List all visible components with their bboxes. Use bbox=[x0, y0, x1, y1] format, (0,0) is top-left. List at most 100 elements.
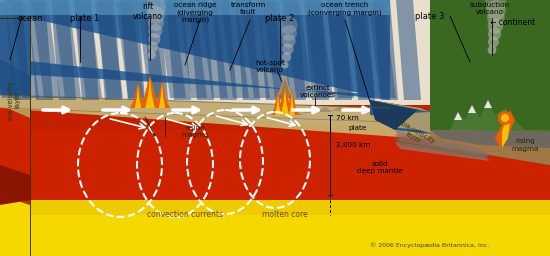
Polygon shape bbox=[0, 2, 18, 98]
Polygon shape bbox=[350, 0, 375, 100]
Polygon shape bbox=[0, 58, 30, 108]
Polygon shape bbox=[275, 92, 281, 115]
Polygon shape bbox=[430, 0, 550, 165]
Polygon shape bbox=[281, 0, 306, 100]
Text: ocean ridge
(diverging
margin): ocean ridge (diverging margin) bbox=[174, 2, 216, 23]
Polygon shape bbox=[154, 80, 170, 108]
Circle shape bbox=[282, 43, 294, 55]
Polygon shape bbox=[0, 105, 550, 200]
Text: rising
magma: rising magma bbox=[182, 125, 208, 138]
Polygon shape bbox=[317, 107, 333, 112]
Polygon shape bbox=[74, 2, 102, 98]
Circle shape bbox=[488, 27, 501, 41]
Circle shape bbox=[501, 114, 509, 122]
Polygon shape bbox=[373, 0, 398, 100]
Polygon shape bbox=[179, 2, 207, 98]
Polygon shape bbox=[0, 165, 550, 200]
Polygon shape bbox=[120, 0, 145, 100]
Polygon shape bbox=[495, 110, 515, 148]
Polygon shape bbox=[502, 118, 510, 148]
Polygon shape bbox=[430, 130, 550, 148]
Polygon shape bbox=[51, 0, 76, 100]
Text: ← continent: ← continent bbox=[490, 18, 535, 27]
Polygon shape bbox=[305, 2, 333, 98]
Polygon shape bbox=[212, 0, 237, 100]
Polygon shape bbox=[0, 0, 390, 100]
Polygon shape bbox=[285, 88, 299, 115]
Polygon shape bbox=[0, 58, 390, 100]
Polygon shape bbox=[304, 0, 329, 100]
Polygon shape bbox=[158, 2, 186, 98]
Circle shape bbox=[281, 25, 297, 41]
Polygon shape bbox=[370, 100, 420, 130]
Polygon shape bbox=[97, 0, 122, 100]
Polygon shape bbox=[11, 2, 39, 98]
Text: solid
deep mantle: solid deep mantle bbox=[357, 162, 403, 175]
Polygon shape bbox=[235, 0, 260, 100]
Polygon shape bbox=[116, 2, 144, 98]
Polygon shape bbox=[347, 2, 375, 98]
Polygon shape bbox=[370, 100, 430, 112]
Polygon shape bbox=[263, 2, 291, 98]
Polygon shape bbox=[0, 195, 550, 256]
Polygon shape bbox=[302, 108, 318, 113]
Polygon shape bbox=[0, 0, 390, 15]
Polygon shape bbox=[327, 0, 352, 100]
Polygon shape bbox=[0, 95, 30, 118]
Polygon shape bbox=[0, 0, 30, 75]
Text: plate 1: plate 1 bbox=[70, 14, 99, 23]
Polygon shape bbox=[271, 90, 285, 115]
Polygon shape bbox=[0, 95, 550, 148]
Polygon shape bbox=[281, 88, 289, 115]
Polygon shape bbox=[0, 195, 550, 215]
Polygon shape bbox=[370, 112, 550, 155]
Circle shape bbox=[148, 51, 156, 59]
Polygon shape bbox=[484, 100, 492, 108]
Polygon shape bbox=[5, 0, 30, 100]
Polygon shape bbox=[332, 106, 348, 111]
Circle shape bbox=[148, 15, 164, 31]
Polygon shape bbox=[242, 2, 270, 98]
Polygon shape bbox=[0, 165, 30, 205]
Polygon shape bbox=[32, 2, 60, 98]
Polygon shape bbox=[200, 2, 228, 98]
Polygon shape bbox=[395, 138, 490, 159]
Polygon shape bbox=[396, 0, 421, 100]
Text: rift
volcano: rift volcano bbox=[133, 2, 163, 22]
Polygon shape bbox=[430, 130, 550, 165]
Polygon shape bbox=[166, 0, 191, 100]
Circle shape bbox=[485, 0, 507, 13]
Text: ocean trench
(converging margin): ocean trench (converging margin) bbox=[308, 2, 382, 16]
Polygon shape bbox=[430, 0, 550, 130]
Circle shape bbox=[147, 6, 165, 24]
Circle shape bbox=[488, 18, 503, 34]
Polygon shape bbox=[280, 78, 290, 95]
Circle shape bbox=[498, 111, 512, 125]
Text: molten core: molten core bbox=[262, 210, 308, 219]
Polygon shape bbox=[395, 142, 490, 161]
Polygon shape bbox=[326, 2, 354, 98]
Text: 2,800 km: 2,800 km bbox=[336, 142, 370, 148]
Circle shape bbox=[282, 52, 292, 62]
Polygon shape bbox=[289, 91, 295, 115]
Polygon shape bbox=[0, 195, 30, 256]
Polygon shape bbox=[395, 134, 490, 157]
Polygon shape bbox=[275, 85, 295, 115]
Circle shape bbox=[148, 33, 161, 45]
Polygon shape bbox=[221, 2, 249, 98]
Circle shape bbox=[486, 0, 506, 20]
Polygon shape bbox=[53, 2, 81, 98]
Polygon shape bbox=[28, 0, 53, 100]
Polygon shape bbox=[284, 2, 312, 98]
Polygon shape bbox=[468, 105, 476, 113]
Polygon shape bbox=[454, 112, 462, 120]
Circle shape bbox=[488, 37, 499, 48]
Text: low-velocity
layer: low-velocity layer bbox=[8, 80, 20, 120]
Polygon shape bbox=[189, 0, 214, 100]
Polygon shape bbox=[287, 110, 303, 115]
Circle shape bbox=[148, 24, 162, 38]
Polygon shape bbox=[143, 0, 168, 100]
Text: ocean: ocean bbox=[18, 14, 43, 23]
Circle shape bbox=[279, 16, 298, 34]
Polygon shape bbox=[130, 82, 146, 108]
